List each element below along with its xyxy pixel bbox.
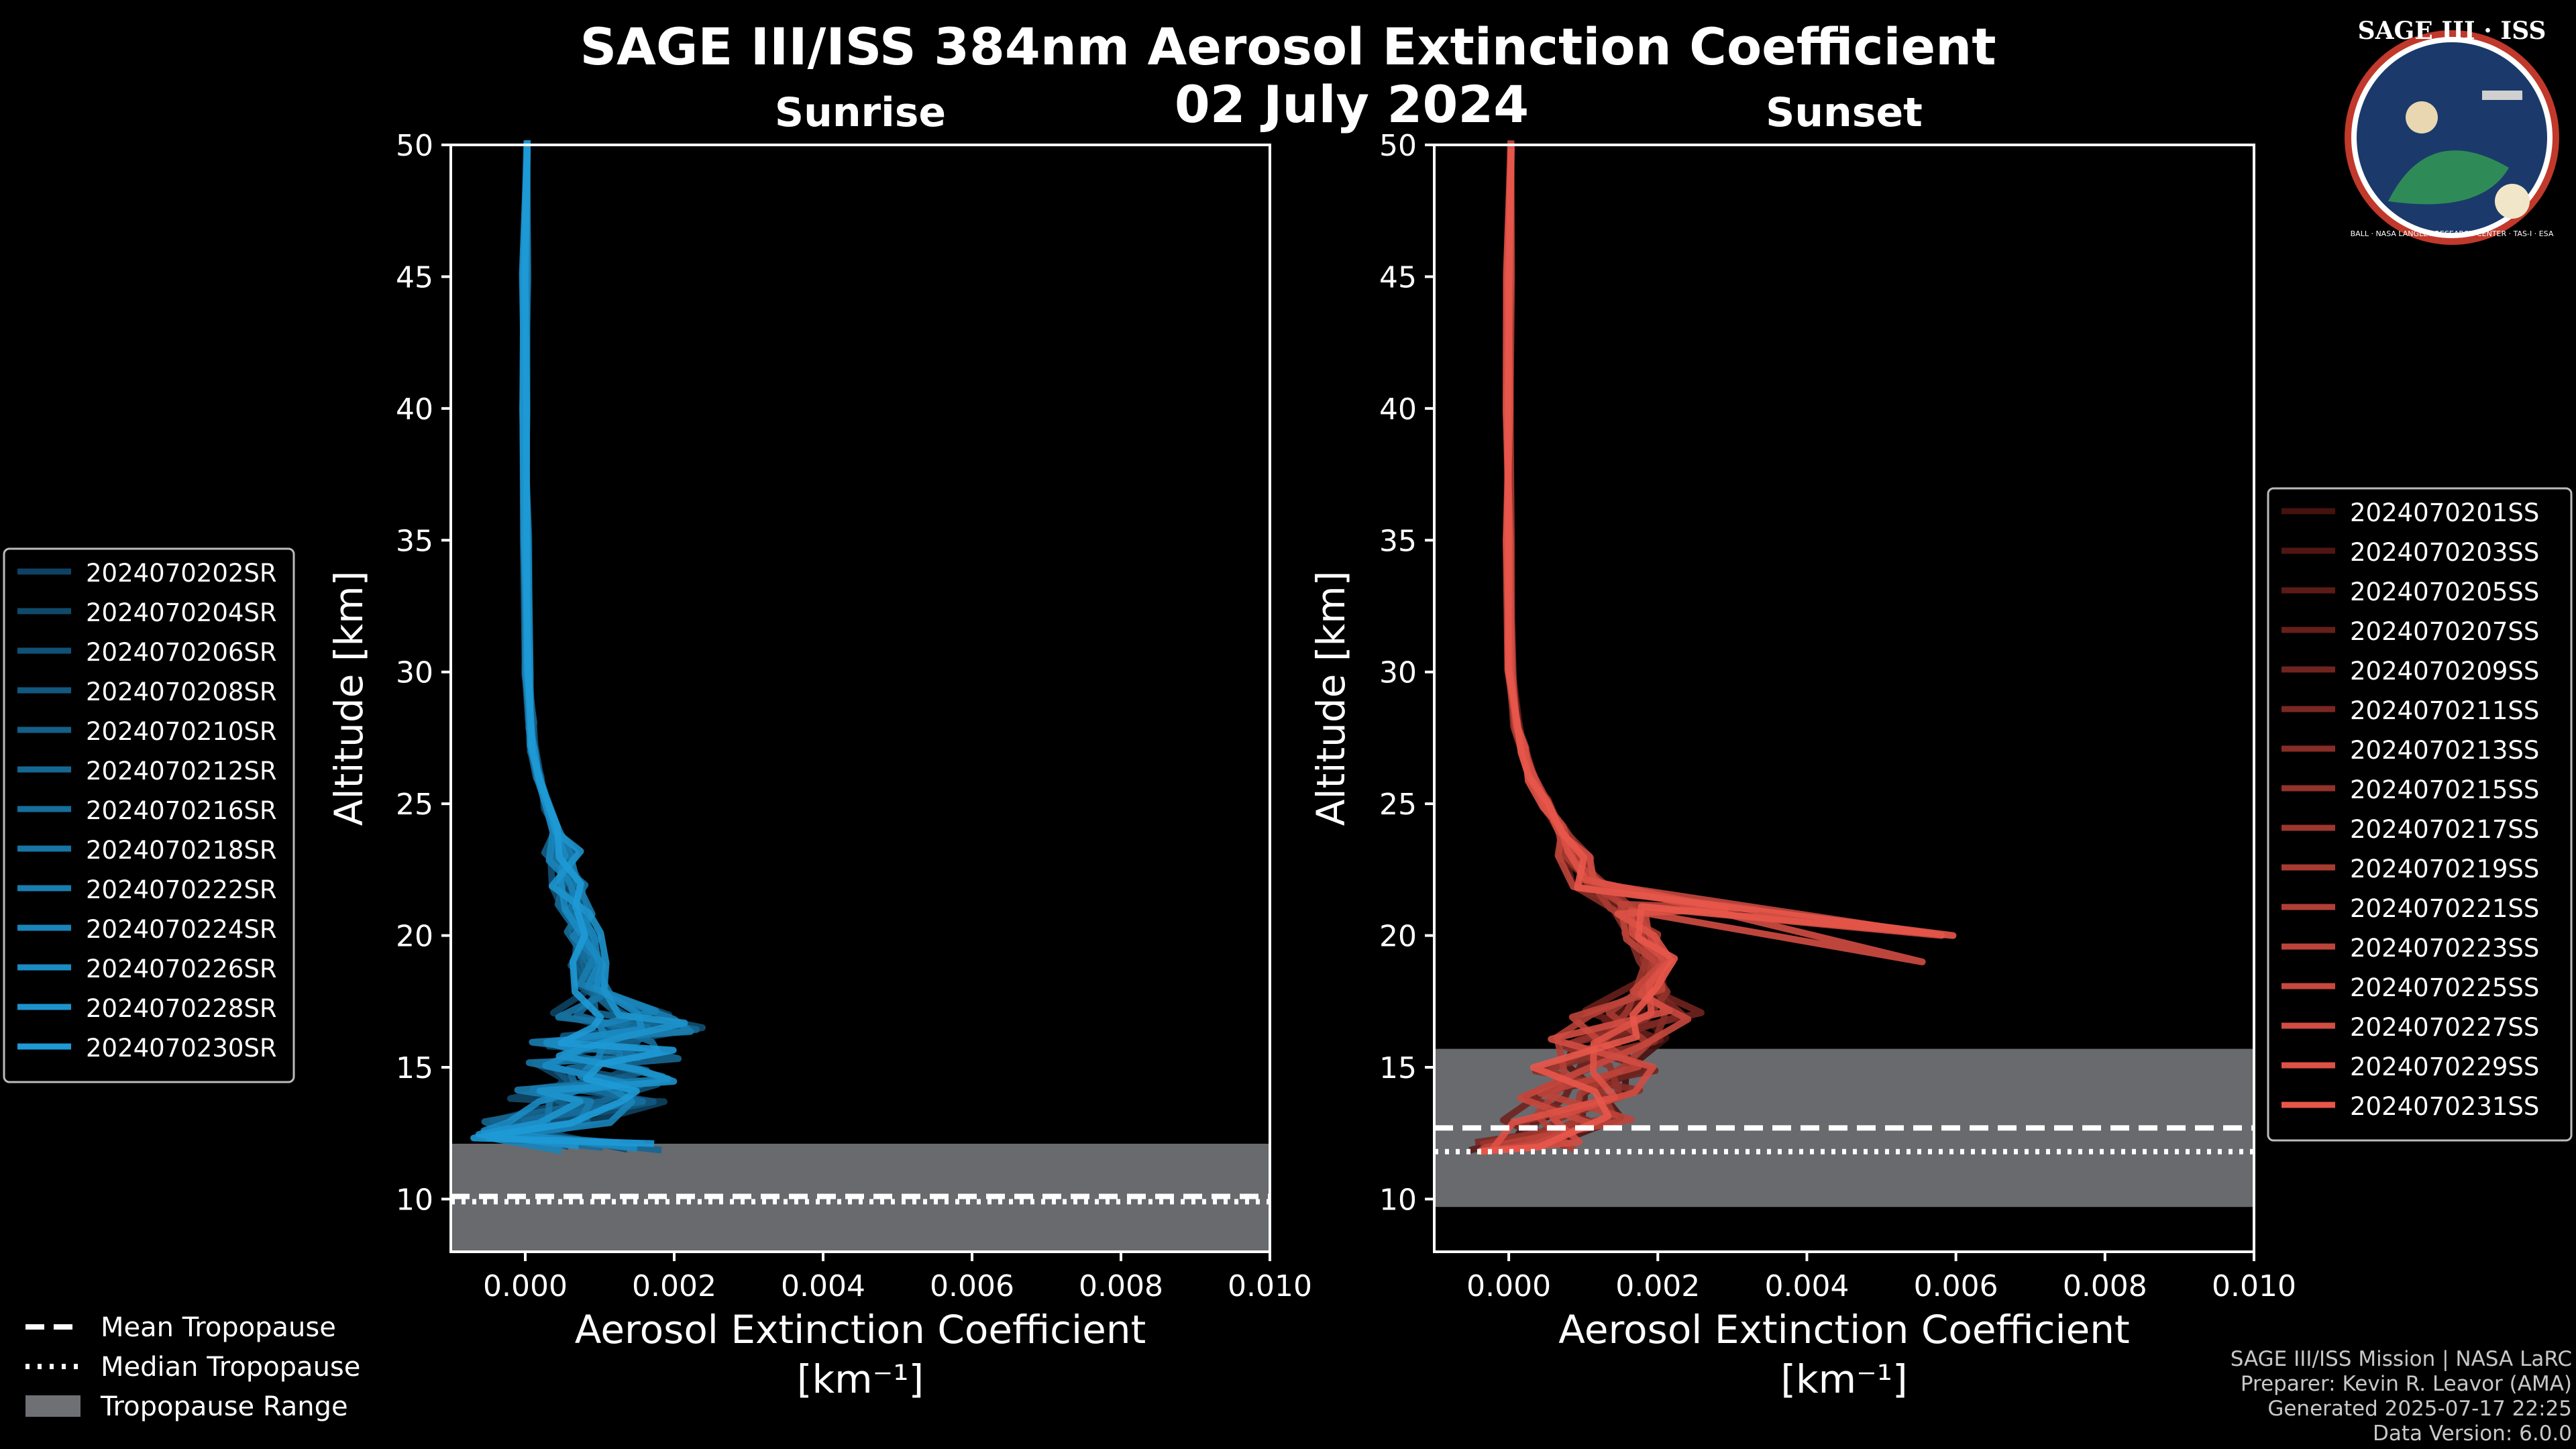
legend-entry: 2024070208SR: [86, 678, 277, 706]
x-tick-label: 0.002: [632, 1269, 716, 1303]
legend-entry: 2024070227SS: [2350, 1013, 2539, 1042]
legend-entry: 2024070207SS: [2350, 617, 2539, 646]
legend-entry: 2024070230SR: [86, 1034, 277, 1063]
x-tick-label: 0.008: [1079, 1269, 1163, 1303]
x-tick-label: 0.000: [1466, 1269, 1551, 1303]
x-tick-label: 0.002: [1615, 1269, 1700, 1303]
legend-box: [2267, 487, 2573, 1142]
legend-entry: 2024070219SS: [2350, 855, 2539, 883]
legend-entry: 2024070223SS: [2350, 934, 2539, 963]
x-tick-label: 0.000: [483, 1269, 568, 1303]
x-axis-unit: [km⁻¹]: [797, 1356, 924, 1402]
y-tick-label: 25: [396, 788, 433, 822]
footer-generated: Generated 2025-07-17 22:25: [2267, 1397, 2572, 1421]
sunset-panel: 10 15 20 25 30 35 40 45 50 0.000 0.002 0.004 0.006 0.…: [1308, 89, 2296, 1402]
y-axis-label: Altitude [km]: [1308, 571, 1354, 826]
x-axis-label: Aerosol Extinction Coefficient: [575, 1307, 1146, 1352]
panel-title: Sunset: [1766, 89, 1923, 136]
logo-iss-icon: [2482, 91, 2522, 100]
legend-entry: 2024070206SR: [86, 638, 277, 667]
figure-date: 02 July 2024: [1175, 74, 1529, 134]
logo-sun-icon: [2495, 184, 2530, 219]
y-tick-label: 45: [1379, 260, 1417, 294]
x-tick-label: 0.010: [1228, 1269, 1312, 1303]
legend-entry: 2024070205SS: [2350, 578, 2539, 606]
y-tick-label: 45: [396, 260, 433, 294]
y-tick-label: 10: [396, 1183, 433, 1217]
axes-frame: [1433, 144, 2255, 1253]
y-tick-label: 30: [1379, 656, 1417, 690]
y-tick-label: 20: [1379, 920, 1417, 954]
legend-entry: 2024070228SR: [86, 994, 277, 1023]
x-tick-label: 0.004: [1764, 1269, 1849, 1303]
legend-entry: 2024070210SR: [86, 717, 277, 746]
sunrise-legend: 2024070202SR 2024070204SR 2024070206SR 2024…: [3, 547, 295, 1083]
legend-entry: 2024070203SS: [2350, 538, 2539, 567]
legend-entry: 2024070201SS: [2350, 498, 2539, 527]
y-tick-label: 35: [396, 524, 433, 558]
y-tick-label: 10: [1379, 1183, 1417, 1217]
profile-line-2024070230SR: [470, 140, 677, 1147]
y-tick-label: 50: [1379, 129, 1417, 163]
legend-range-swatch: [25, 1395, 80, 1417]
legend-tropopause-label: Tropopause Range: [100, 1391, 348, 1422]
logo-text: SAGE III · ISS: [2358, 17, 2546, 45]
legend-entry: 2024070211SS: [2350, 696, 2539, 725]
footer-credits: SAGE III/ISS Mission | NASA LaRC Prepare…: [2231, 1347, 2572, 1446]
legend-entry: 2024070204SR: [86, 598, 277, 627]
sunset-legend: 2024070201SS 2024070203SS 2024070205SS 2024…: [2267, 487, 2573, 1142]
y-tick-label: 40: [396, 392, 433, 427]
panel-title: Sunrise: [775, 89, 946, 136]
legend-entry: 2024070212SR: [86, 757, 277, 786]
x-tick-label: 0.010: [2212, 1269, 2296, 1303]
x-tick-label: 0.006: [930, 1269, 1014, 1303]
legend-entry: 2024070225SS: [2350, 973, 2539, 1002]
legend-entry: 2024070229SS: [2350, 1053, 2539, 1081]
y-tick-label: 35: [1379, 524, 1417, 558]
legend-entry: 2024070222SR: [86, 875, 277, 904]
legend-entry: 2024070209SS: [2350, 657, 2539, 686]
sage-logo: SAGE III · ISS BALL · NASA LANGLEY RESEA…: [2345, 17, 2559, 245]
sunrise-panel: 10 15 20 25 30 35 40 45 50 0.000 0.002 0.004 0.006 0.…: [326, 89, 1312, 1402]
y-tick-label: 50: [396, 129, 433, 163]
legend-entry: 2024070217SS: [2350, 815, 2539, 844]
y-tick-label: 15: [396, 1051, 433, 1085]
footer-preparer: Preparer: Kevin R. Leavor (AMA): [2240, 1372, 2572, 1396]
legend-tropopause-label: Median Tropopause: [101, 1352, 360, 1383]
legend-entry: 2024070213SS: [2350, 736, 2539, 765]
y-tick-label: 30: [396, 656, 433, 690]
axes-frame: [449, 144, 1271, 1253]
y-tick-label: 15: [1379, 1051, 1417, 1085]
legend-entry: 2024070224SR: [86, 915, 277, 944]
y-tick-label: 25: [1379, 788, 1417, 822]
x-tick-label: 0.004: [781, 1269, 865, 1303]
legend-entry: 2024070226SR: [86, 955, 277, 983]
y-axis-label: Altitude [km]: [326, 571, 372, 826]
legend-box: [3, 547, 295, 1083]
legend-tropopause-label: Mean Tropopause: [101, 1312, 336, 1343]
x-tick-label: 0.006: [1914, 1269, 1998, 1303]
x-axis-label: Aerosol Extinction Coefficient: [1558, 1307, 2130, 1352]
legend-entry: 2024070202SR: [86, 559, 277, 588]
figure-title: SAGE III/ISS 384nm Aerosol Extinction Co…: [580, 17, 1996, 76]
y-tick-label: 40: [1379, 392, 1417, 427]
logo-earth-icon: [2388, 150, 2509, 205]
logo-figure-icon: [2406, 101, 2438, 133]
logo-ring-text: BALL · NASA LANGLEY RESEARCH CENTER · TA…: [2351, 229, 2554, 238]
tropopause-legend: Mean Tropopause Median Tropopause Tropopau…: [25, 1312, 360, 1422]
legend-entry: 2024070231SS: [2350, 1092, 2539, 1121]
legend-entry: 2024070221SS: [2350, 894, 2539, 923]
legend-entry: 2024070216SR: [86, 796, 277, 825]
x-axis-unit: [km⁻¹]: [1780, 1356, 1907, 1402]
footer-mission: SAGE III/ISS Mission | NASA LaRC: [2230, 1347, 2572, 1371]
y-tick-label: 20: [396, 920, 433, 954]
legend-entry: 2024070218SR: [86, 836, 277, 865]
x-tick-label: 0.008: [2063, 1269, 2147, 1303]
legend-entry: 2024070215SS: [2350, 775, 2539, 804]
footer-version: Data Version: 6.0.0: [2372, 1421, 2572, 1446]
profile-line-2024070231SS: [1479, 148, 1957, 1155]
